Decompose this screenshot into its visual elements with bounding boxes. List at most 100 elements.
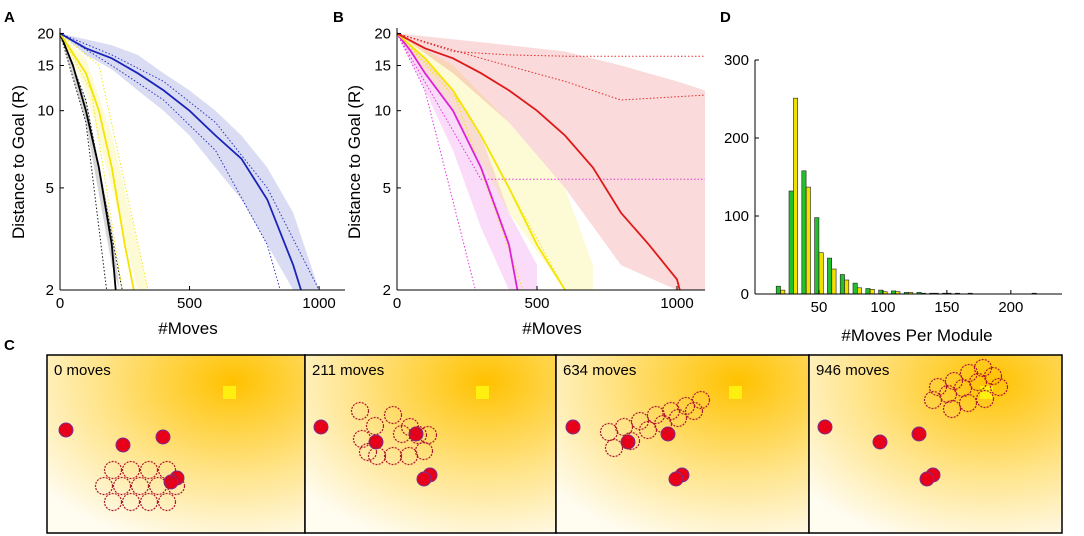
obstacle-2 [911,426,927,442]
d-bar-green-30 [788,190,794,295]
d-ytick-label: 300 [724,52,749,69]
a-xtick-label: 1000 [302,295,335,312]
d-bar-green-100 [878,289,884,295]
robot-module-9 [944,371,964,391]
obstacle-1 [872,434,888,450]
d-bar-green-60 [827,257,833,295]
snapshot-label: 634 moves [563,362,636,379]
robot-module-7 [392,424,412,444]
robot-module-12 [989,377,1009,397]
d-xtick-label: 100 [870,299,895,316]
robot-module-0 [350,401,370,421]
b-ytick-label: 2 [383,282,391,299]
robot-module-5 [112,476,132,496]
obstacle-4 [668,471,684,487]
d-ytick-label: 200 [724,130,749,147]
panel-a-trials [59,32,320,291]
robot-module-9 [358,442,378,462]
b-series-red [396,32,681,291]
snapshot-frame-3: 946 moves [808,354,1063,534]
robot-module-10 [959,363,979,383]
robot-module-11 [973,358,993,378]
d-bar-green-50 [814,217,820,295]
snapshot-frame-0: 0 moves [46,354,306,534]
a-band-yellow [60,33,149,291]
d-bar-yellow-50 [818,252,824,295]
panel-label-a: A [4,9,15,26]
snapshot-background [555,354,810,534]
obstacle-4 [416,471,432,487]
a-xtick-label: 0 [56,295,64,312]
panel-d-histogram: 50 100 150 200 0 100 200 300 #Moves Per Module [724,52,1062,345]
panel-label-c: C [4,337,15,354]
snapshot-background [304,354,557,534]
panel-a-ylabel: Distance to Goal (R) [9,85,28,239]
a-band-black [60,33,120,291]
panel-d-axes: 50 100 150 200 0 100 200 300 [724,52,1062,316]
a-ytick-label: 5 [46,180,54,197]
obstacle-1 [368,434,384,450]
robot-module-5 [975,389,995,409]
goal-marker [729,386,742,399]
obstacle-2 [155,429,171,445]
snapshot-label: 0 moves [54,362,111,379]
robot-module-6 [130,476,150,496]
snapshot-frame-2: 634 moves [555,354,810,534]
robot-module-3 [646,405,666,425]
d-xtick-label: 200 [998,299,1023,316]
b-ytick-label: 10 [374,103,391,120]
d-bar-green-80 [852,282,858,295]
a-trial-black-1 [59,33,123,291]
robot-module-2 [139,460,159,480]
d-bar-green-90 [865,288,871,295]
d-bar-green-20 [775,285,781,295]
panel-label-b: B [333,9,344,26]
panel-a-axes: 0 500 1000 2 5 10 15 20 [37,25,345,312]
b-ytick-label: 5 [383,180,391,197]
robot-module-6 [958,393,978,413]
a-ytick-label: 2 [46,282,54,299]
panel-b-mean-lines [396,32,681,291]
panel-d-bars [775,97,1037,295]
robot-module-3 [367,446,387,466]
robot-module-4 [983,366,1003,386]
robot-module-2 [352,429,372,449]
snapshot-label: 211 moves [312,362,384,379]
panel-b-chart: 0 500 1000 2 5 10 15 20 #Moves Distance to Goal… [345,25,706,338]
b-ytick-label: 15 [374,57,391,74]
goal-marker [476,386,489,399]
a-series-black [59,33,117,291]
robot-module-3 [157,460,177,480]
robot-module-0 [103,460,123,480]
robot-module-12 [166,476,186,496]
obstacle-0 [565,419,581,435]
robot-module-8 [103,492,123,512]
snapshot-frame-1: 211 moves [304,354,557,534]
d-xtick-label: 50 [811,299,828,316]
d-ytick-label: 100 [724,208,749,225]
panel-a-bands [60,33,320,291]
panel-a-xlabel: #Moves [158,319,218,338]
robot-module-8 [928,377,948,397]
b-trial-yellow-0 [396,33,524,291]
d-bar-yellow-70 [844,279,850,295]
b-series-magenta [396,32,519,291]
d-xtick-label: 150 [934,299,959,316]
obstacle-2 [660,426,676,442]
robot-module-11 [157,492,177,512]
goal-marker [223,386,236,399]
robot-module-12 [684,401,704,421]
b-xtick-label: 1000 [660,295,693,312]
a-ytick-label: 10 [37,103,54,120]
d-bar-yellow-20 [780,289,786,295]
d-bar-green-40 [801,170,807,295]
snapshot-background [808,354,1063,534]
a-series-blue [59,32,302,291]
robot-module-9 [121,492,141,512]
robot-module-10 [139,492,159,512]
robot-module-7 [942,399,962,419]
d-ytick-label: 0 [741,286,749,303]
panel-d-xlabel: #Moves Per Module [841,326,992,345]
a-ytick-label: 20 [37,25,54,42]
